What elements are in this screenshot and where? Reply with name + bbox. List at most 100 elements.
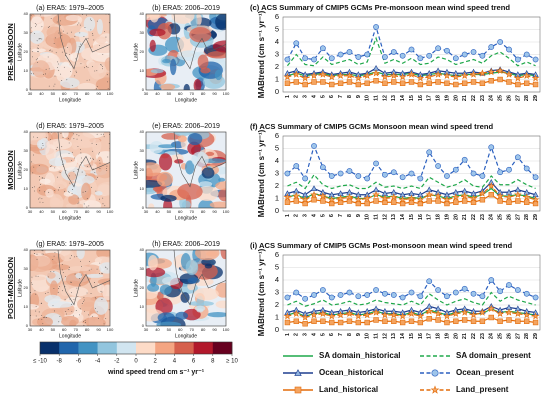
significance-dot [78, 22, 80, 24]
map-y-tick-label: 20 [24, 285, 29, 290]
x-tick-label: 18 [436, 333, 442, 339]
map-y-tick-label: 30 [24, 266, 29, 271]
map-field [63, 191, 74, 197]
map-field [148, 203, 155, 208]
map-field [46, 272, 56, 279]
significance-dot [106, 74, 108, 76]
map-y-label: Latitude [17, 279, 23, 297]
significance-dot [51, 50, 53, 52]
data-point [470, 290, 477, 297]
legend-label: Ocean_present [456, 368, 514, 377]
x-tick-label: 10 [365, 333, 371, 339]
x-tick-label: 28 [524, 95, 530, 101]
significance-dot [78, 201, 80, 203]
map-field [207, 51, 226, 59]
x-tick-label: 21 [462, 333, 468, 339]
data-point [319, 287, 326, 293]
data-point [461, 285, 468, 292]
significance-dot [36, 253, 38, 255]
map-field [90, 181, 98, 195]
data-point [302, 321, 308, 327]
significance-dot [88, 314, 89, 316]
data-point [416, 74, 425, 82]
x-tick-label: 14 [400, 332, 406, 339]
data-point [408, 289, 415, 296]
map-x-tick-label: 60 [178, 327, 183, 332]
map-x-tick-label: 30 [144, 327, 149, 332]
significance-dot [93, 282, 95, 283]
y-tick-label: 1 [275, 193, 279, 202]
significance-dot [38, 176, 40, 177]
data-point [399, 52, 406, 59]
significance-dot [59, 24, 61, 26]
x-tick-label: 19 [444, 95, 450, 101]
map-x-tick-label: 30 [28, 91, 33, 96]
map-field [201, 167, 215, 179]
data-point [531, 195, 540, 203]
significance-dot [68, 142, 70, 144]
significance-dot [108, 309, 110, 311]
data-point [328, 55, 335, 62]
map-field [60, 284, 70, 297]
x-tick-label: 24 [489, 94, 495, 101]
significance-dot [46, 317, 47, 318]
y-tick-label: 6 [275, 131, 279, 140]
map-y-tick-label: 10 [140, 68, 145, 73]
map-y-tick-label: 30 [140, 266, 145, 271]
significance-dot [53, 270, 55, 272]
map-field [95, 163, 110, 179]
row-label: PRE-MONSOON [6, 23, 15, 81]
significance-dot [106, 168, 108, 169]
significance-dot [102, 53, 104, 55]
map-x-tick-label: 30 [144, 209, 149, 214]
data-point [364, 292, 371, 298]
significance-dot [39, 186, 41, 188]
significance-dot [57, 63, 59, 65]
map-field [162, 276, 180, 286]
map-x-tick-label: 90 [96, 209, 101, 214]
data-point [320, 79, 326, 85]
map-field [175, 311, 189, 320]
map-x-tick-label: 60 [178, 209, 183, 214]
y-tick-label: 1 [275, 74, 279, 83]
data-point [478, 69, 487, 77]
map-y-tick-label: 30 [24, 148, 29, 153]
significance-dot [80, 260, 81, 262]
map-title: (b) ERA5: 2006–2019 [152, 5, 220, 12]
significance-dot [42, 142, 44, 144]
map [146, 132, 226, 208]
data-point [283, 193, 292, 201]
significance-dot [75, 58, 77, 60]
significance-dot [38, 51, 39, 53]
data-point [327, 195, 336, 203]
data-point [398, 73, 407, 81]
map-x-tick-label: 80 [201, 327, 206, 332]
map-field [92, 43, 110, 54]
data-point [469, 311, 478, 319]
data-point [417, 175, 424, 182]
data-point [497, 39, 504, 45]
significance-dot [54, 75, 56, 77]
map-field [31, 60, 50, 78]
data-point [345, 193, 354, 201]
significance-dot [30, 73, 32, 75]
significance-dot [73, 256, 75, 258]
x-tick-label: 1 [285, 214, 291, 217]
map-field [56, 72, 67, 82]
data-point [382, 80, 388, 86]
significance-dot [30, 315, 32, 316]
map-x-label: Longitude [175, 97, 197, 103]
significance-dot [59, 171, 61, 173]
x-tick-label: 15 [409, 333, 415, 339]
data-point [373, 317, 379, 323]
significance-dot [41, 147, 42, 149]
significance-dot [42, 177, 44, 179]
data-point [390, 71, 398, 79]
data-point [417, 319, 424, 326]
significance-dot [107, 81, 108, 83]
map-frame [29, 131, 111, 209]
colorbar-label: wind speed trend cm s⁻¹ yr⁻¹ [107, 369, 205, 376]
map-field [215, 181, 226, 191]
y-tick-label: 4 [275, 37, 279, 46]
map-field [30, 276, 46, 281]
